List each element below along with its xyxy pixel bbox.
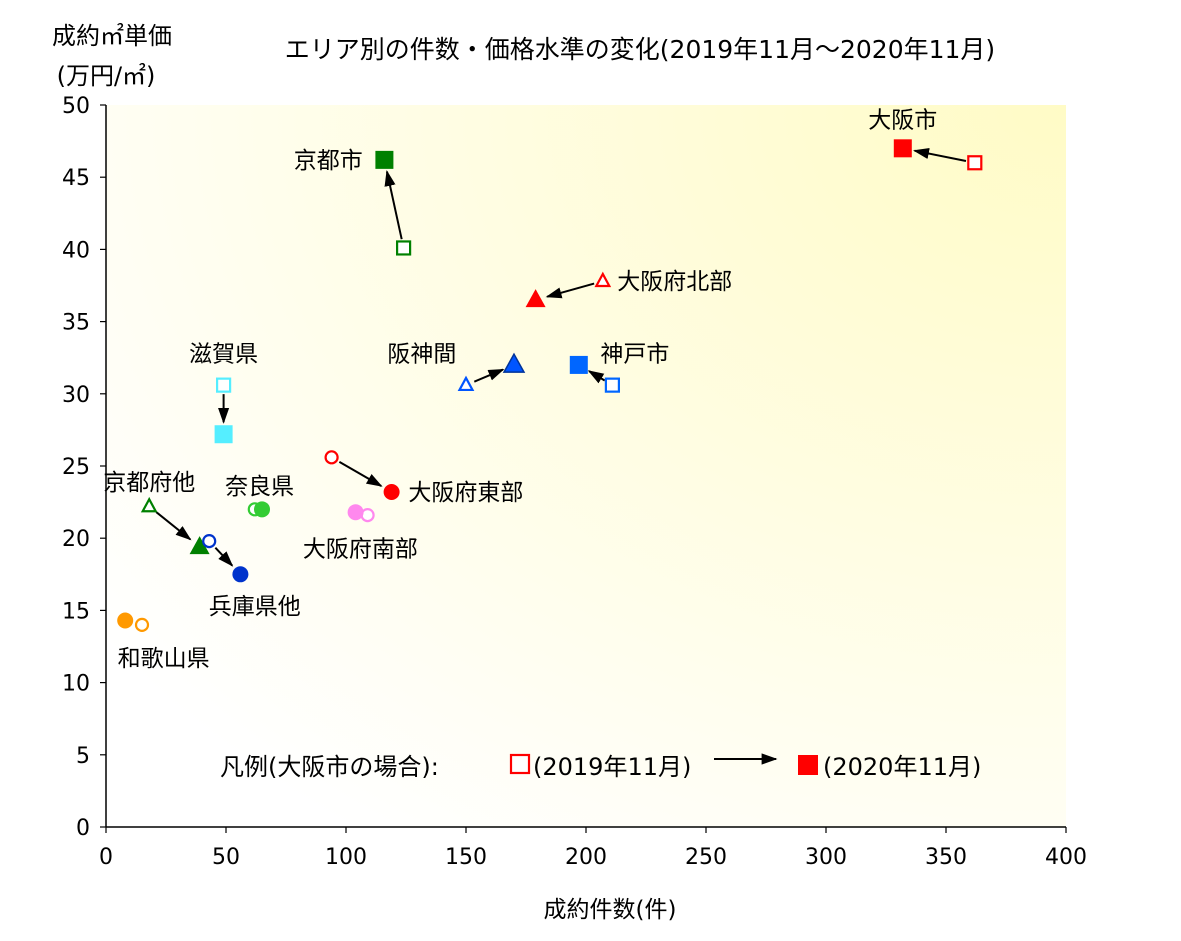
series-6-2020-marker [383,483,400,500]
series-5-2020-marker [214,425,233,444]
series-3-arrow [473,368,505,383]
x-tick-label: 200 [565,845,607,870]
series-9-2020-marker [347,504,364,521]
series-7-label: 京都府他 [103,470,195,496]
series-11-label: 和歌山県 [118,646,210,672]
series-4-2020-marker [569,355,588,374]
legend: 凡例(大阪市の場合): (2019年11月) (2020年11月) [220,753,981,781]
series-3-2019-marker [457,375,475,392]
series-6-arrow [338,460,383,487]
series-7-2020-marker [189,536,210,555]
x-tick-label: 100 [325,845,367,870]
series-0-2020-marker [893,139,912,158]
x-tick-label: 0 [99,845,113,870]
legend-label: 凡例(大阪市の場合): [220,753,439,781]
x-tick-label: 400 [1045,845,1087,870]
series-7-2019-marker [140,496,158,513]
y-tick-label: 15 [62,599,90,624]
x-axis-label: 成約件数(件) [544,897,677,923]
y-tick-label: 50 [62,94,90,119]
x-tick-label: 350 [925,845,967,870]
x-tick-label: 50 [212,845,240,870]
y-tick-label: 45 [62,166,90,191]
y-tick-label: 25 [62,455,90,480]
y-tick-label: 10 [62,672,90,697]
series-4-arrow [587,370,606,384]
legend-before-marker [509,753,531,775]
series-11-2020-marker [117,612,134,629]
series-6-2019-marker [324,450,339,465]
x-tick-label: 300 [805,845,847,870]
plot-area [106,105,1066,827]
chart-title: エリア別の件数・価格水準の変化(2019年11月〜2020年11月) [285,35,995,64]
series-2-arrow [545,282,595,299]
series-10-arrow [214,546,234,567]
y-tick-label: 35 [62,311,90,336]
y-axis-label-line1: 成約㎡単価 [52,22,172,50]
series-1-label: 京都市 [294,148,363,174]
movement-arrows [155,148,967,567]
y-tick-label: 30 [62,383,90,408]
series-8-label: 奈良県 [225,474,294,500]
axes: 0 5 10 15 20 25 30 35 40 45 50 0 50 100 150 200 250 300 35… [62,94,1087,870]
legend-after-marker [798,755,818,775]
series-2-label: 大阪府北部 [617,269,732,295]
series-3-label: 阪神間 [387,341,456,367]
y-tick-label: 0 [76,816,90,841]
series-7-arrow [155,511,192,541]
series-0-label: 大阪市 [868,107,937,133]
series-4-2019-marker [604,377,621,393]
series-10-2019-marker [202,533,217,549]
series-5-label: 滋賀県 [189,341,258,367]
series-0-2019-marker [967,155,983,171]
legend-after-label: (2020年11月) [823,753,981,781]
series-2-2019-marker [594,271,612,288]
series-1-2020-marker [375,150,394,169]
y-tick-label: 20 [62,527,90,552]
series-1-2019-marker [396,240,412,256]
series-3-2020-marker [502,352,526,373]
series-4-label: 神戸市 [600,341,669,367]
legend-before-label: (2019年11月) [533,753,691,781]
series-11-2019-marker [134,617,150,632]
y-tick-label: 40 [62,238,90,263]
series-6-label: 大阪府東部 [408,480,523,506]
data-points [117,139,983,632]
series-1-arrow [384,170,403,240]
series-5-2019-marker [216,377,232,393]
x-tick-label: 150 [445,845,487,870]
series-10-label: 兵庫県他 [209,594,301,620]
y-axis-label-line2: (万円/㎡) [57,62,156,90]
series-2-2020-marker [525,289,546,308]
y-tick-label: 5 [76,744,90,769]
series-8-2020-marker [254,501,270,518]
series-0-arrow [912,148,967,162]
x-tick-label: 250 [685,845,727,870]
series-10-2020-marker [232,566,249,583]
series-9-label: 大阪府南部 [303,536,418,562]
